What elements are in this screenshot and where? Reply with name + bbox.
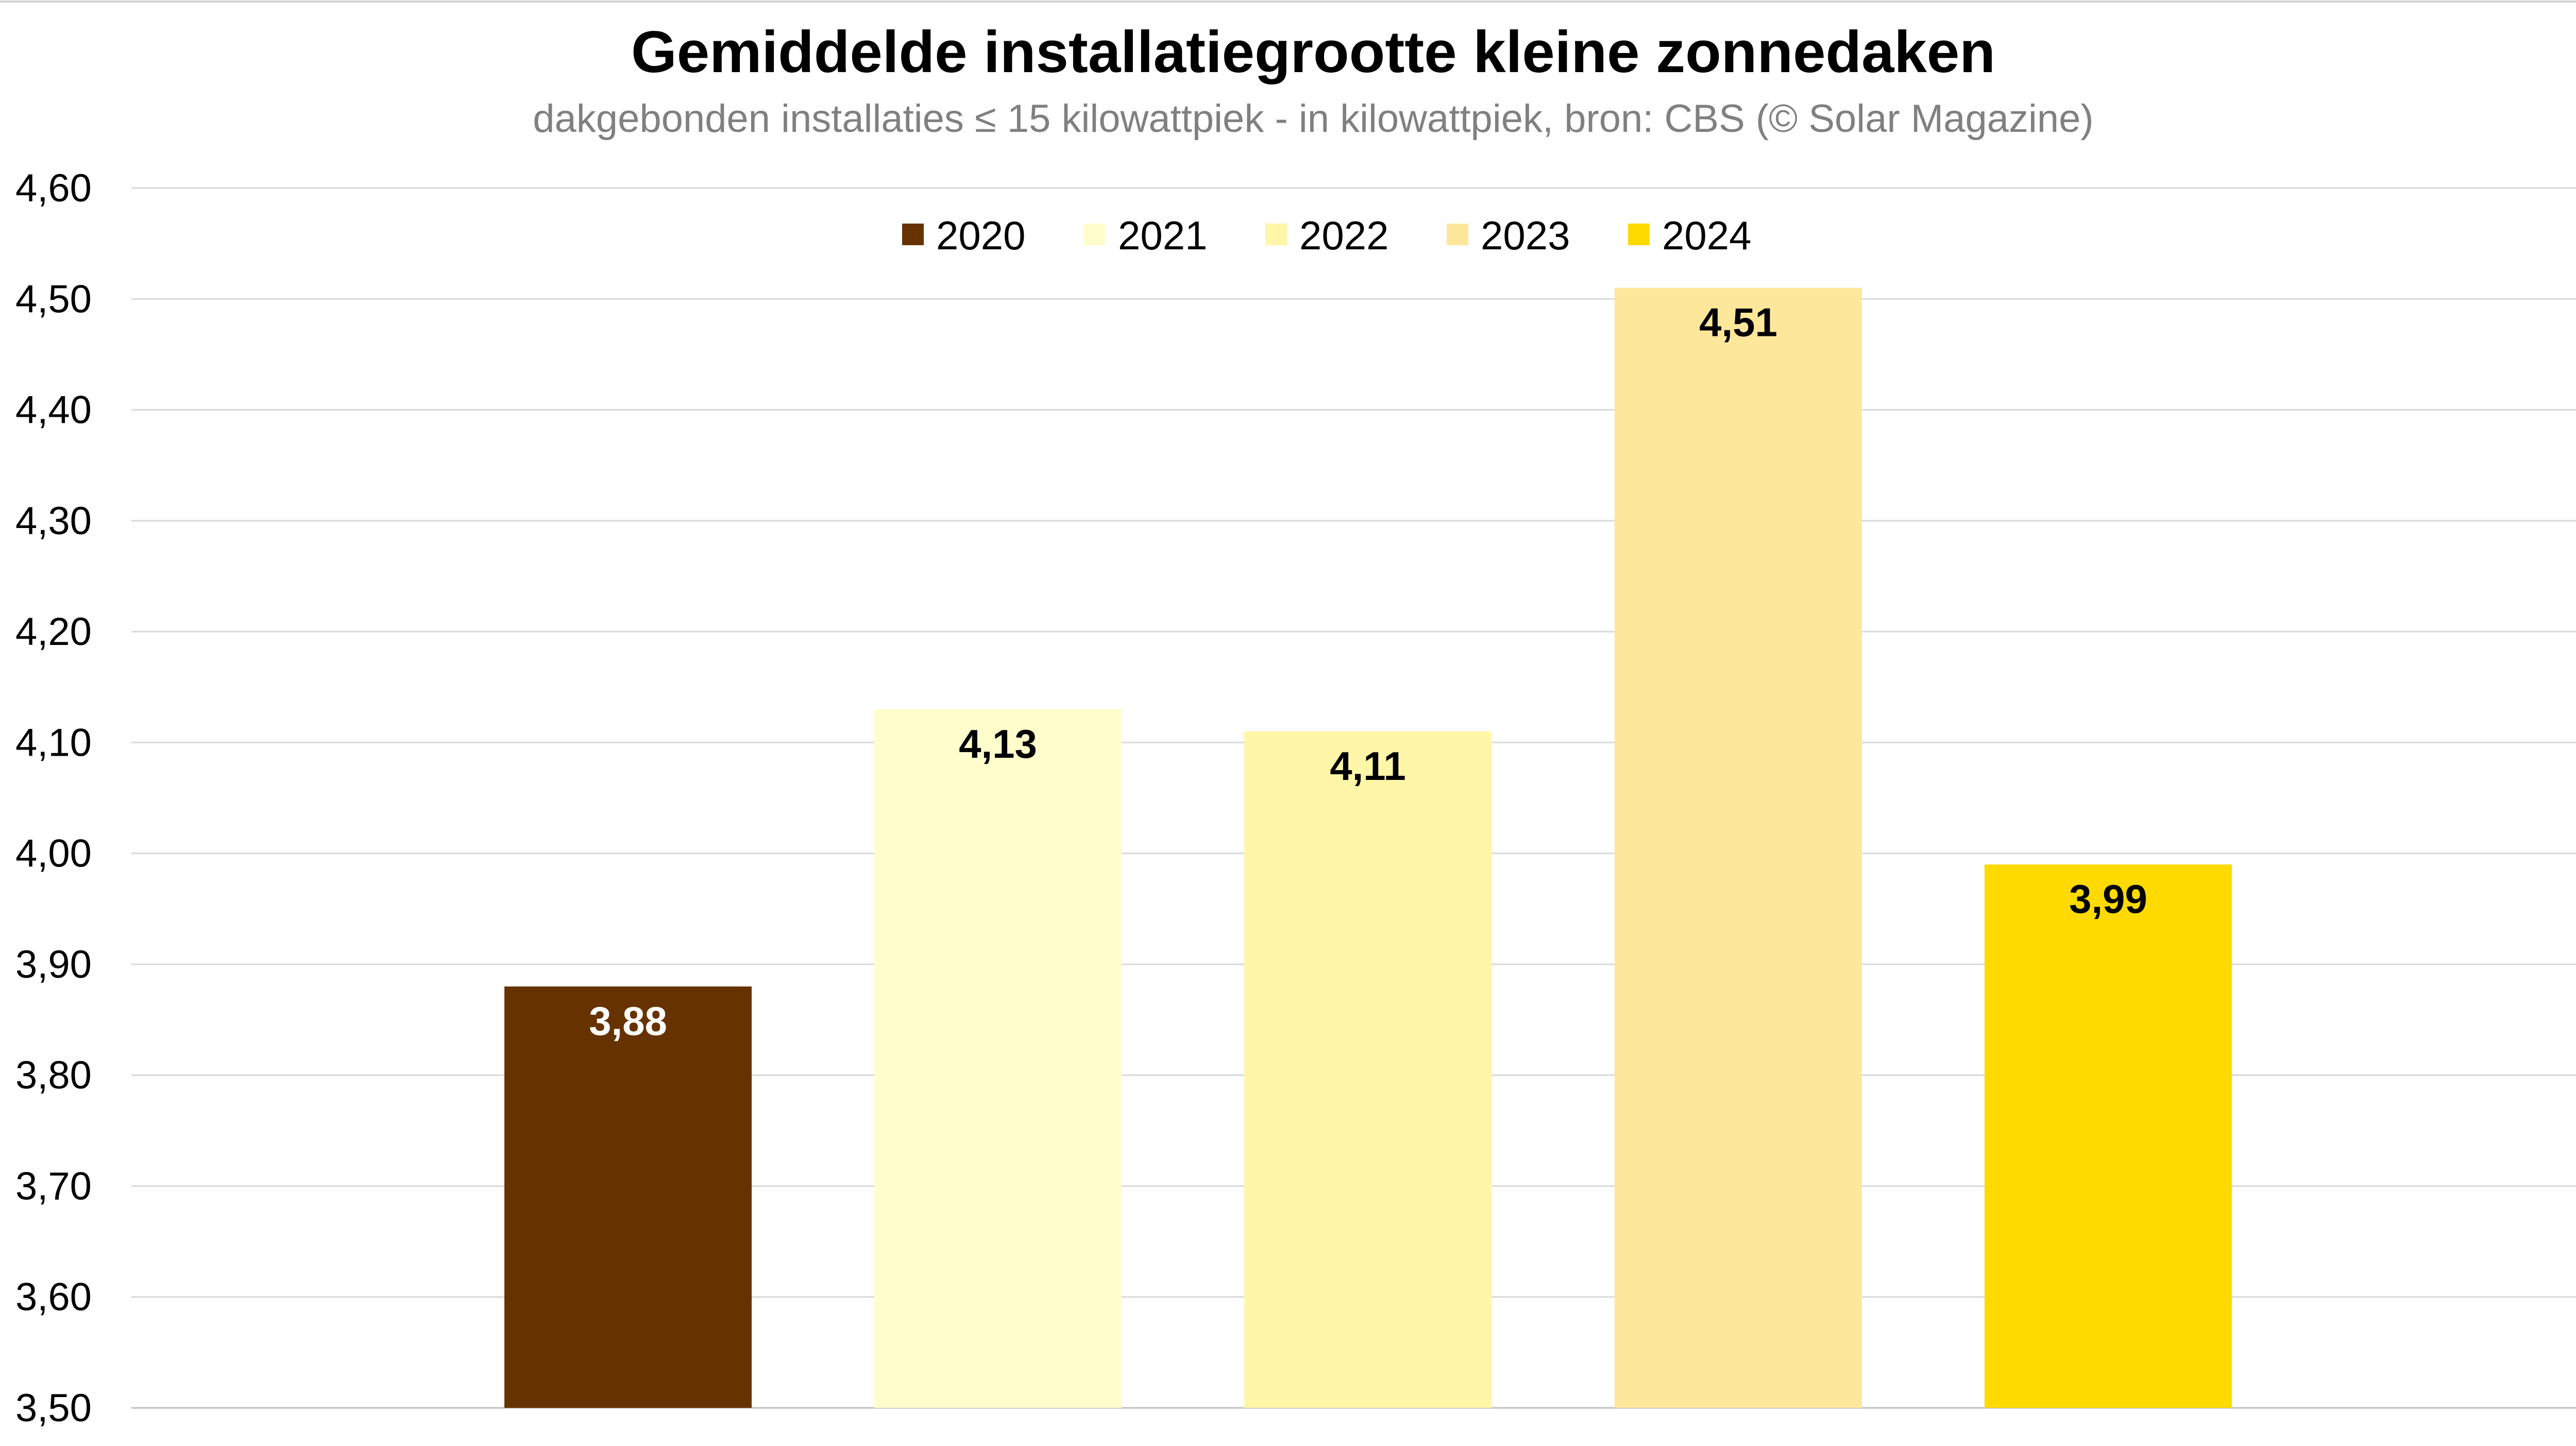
y-tick-label: 3,90 bbox=[15, 943, 92, 986]
legend-swatch-2022 bbox=[1265, 224, 1287, 245]
data-label-2020: 3,88 bbox=[589, 998, 667, 1044]
data-label-2021: 4,13 bbox=[959, 721, 1037, 767]
y-tick-label: 4,60 bbox=[15, 166, 92, 210]
y-tick-label: 4,50 bbox=[15, 277, 92, 321]
bar-2024 bbox=[1985, 864, 2232, 1408]
y-tick-label: 3,80 bbox=[15, 1053, 92, 1097]
chart-title: Gemiddelde installatiegrootte kleine zon… bbox=[631, 20, 1995, 85]
data-label-2024: 3,99 bbox=[2069, 876, 2147, 922]
legend-label-2020: 2020 bbox=[936, 213, 1026, 258]
y-tick-label: 4,00 bbox=[15, 832, 92, 876]
legend-label-2024: 2024 bbox=[1662, 213, 1752, 258]
y-tick-label: 3,70 bbox=[15, 1164, 92, 1208]
data-label-2023: 4,51 bbox=[1699, 300, 1777, 345]
legend-label-2021: 2021 bbox=[1118, 213, 1208, 258]
y-tick-label: 4,40 bbox=[15, 388, 92, 432]
legend-swatch-2023 bbox=[1447, 224, 1468, 245]
y-tick-label: 3,60 bbox=[15, 1275, 92, 1319]
data-labels: 3,88 4,13 4,11 4,51 3,99 bbox=[589, 300, 2147, 1044]
y-axis-ticks: 3,50 3,60 3,70 3,80 3,90 4,00 4,10 4,20 4,30 4,40… bbox=[15, 166, 92, 1430]
data-label-2022: 4,11 bbox=[1330, 743, 1406, 789]
chart-subtitle: dakgebonden installaties ≤ 15 kilowattpi… bbox=[533, 97, 2093, 141]
bars bbox=[504, 287, 2232, 1408]
bar-2021 bbox=[874, 709, 1122, 1408]
y-tick-label: 4,20 bbox=[15, 610, 92, 654]
legend: 2020 2021 2022 2023 2024 bbox=[902, 213, 1752, 258]
y-tick-label: 4,30 bbox=[15, 499, 92, 543]
legend-swatch-2024 bbox=[1628, 224, 1650, 245]
bar-2022 bbox=[1244, 731, 1492, 1408]
legend-label-2023: 2023 bbox=[1481, 213, 1570, 258]
legend-swatch-2020 bbox=[902, 224, 924, 245]
legend-label-2022: 2022 bbox=[1299, 213, 1389, 258]
bar-2020 bbox=[504, 986, 752, 1408]
legend-swatch-2021 bbox=[1084, 224, 1106, 245]
bar-2023 bbox=[1615, 287, 1862, 1408]
y-tick-label: 3,50 bbox=[15, 1386, 92, 1430]
y-tick-label: 4,10 bbox=[15, 721, 92, 764]
